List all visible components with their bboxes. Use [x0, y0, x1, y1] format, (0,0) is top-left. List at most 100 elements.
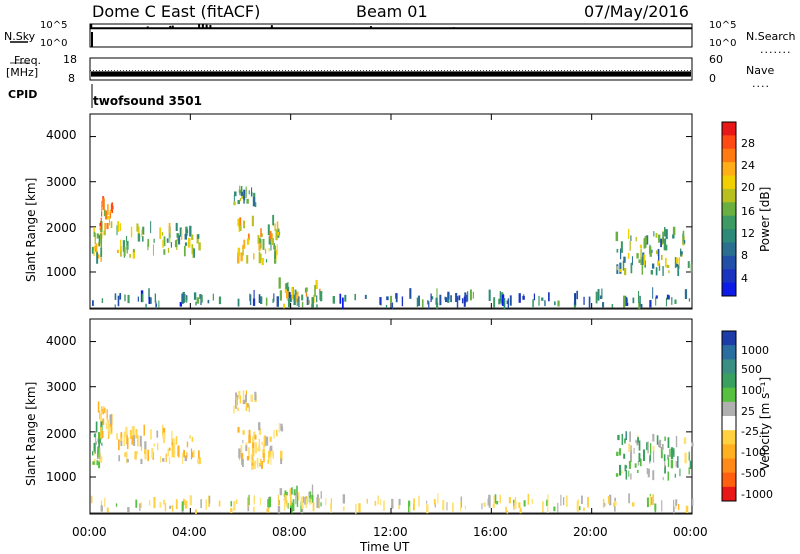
velocity-echo: [131, 435, 134, 445]
velocity-echo: [311, 484, 314, 497]
power-echo: [249, 294, 252, 306]
power-echo: [548, 292, 550, 302]
power-echo: [675, 263, 679, 267]
power-echo: [544, 300, 546, 307]
velocity-echo: [617, 434, 620, 441]
velocity-echo: [652, 470, 655, 481]
power-echo: [93, 246, 95, 257]
power-echo: [664, 227, 666, 237]
velocity-echo: [264, 435, 266, 447]
power-echo: [493, 297, 496, 308]
velocity-echo: [305, 499, 307, 507]
nsearch-tick-high: 10^5: [709, 20, 737, 31]
power-echo: [132, 248, 135, 253]
power-echo: [183, 245, 186, 257]
power-echo: [401, 296, 404, 307]
velocity-echo: [246, 456, 250, 461]
velocity-cbar-tick-neg25: -25: [741, 425, 759, 438]
power-cbar-tick-4: 4: [741, 272, 748, 285]
power-panel: [89, 113, 693, 310]
velocity-echo: [562, 497, 565, 506]
velocity-echo: [167, 448, 169, 457]
power-echo: [127, 294, 130, 304]
velocity-echo: [136, 451, 138, 455]
velocity-echo: [635, 439, 637, 444]
power-ytick-1000: 1000: [46, 265, 77, 279]
power-echo: [623, 256, 626, 263]
velocity-echo: [107, 419, 110, 432]
velocity-echo: [320, 491, 322, 499]
power-echo: [500, 298, 503, 304]
velocity-echo: [628, 470, 630, 477]
velocity-echo: [251, 465, 254, 469]
power-cbar-swatch: [722, 188, 736, 203]
velocity-echo: [237, 426, 240, 433]
power-echo: [253, 253, 255, 260]
power-echo: [96, 233, 99, 239]
velocity-echo: [673, 499, 675, 511]
power-echo: [274, 245, 276, 258]
velocity-echo: [97, 401, 100, 413]
power-echo: [175, 222, 178, 232]
power-echo: [636, 253, 639, 259]
velocity-echo: [514, 499, 516, 509]
velocity-echo: [290, 500, 292, 513]
velocity-echo: [621, 470, 623, 474]
velocity-echo: [674, 473, 676, 478]
velocity-echo: [190, 448, 193, 460]
velocity-echo: [144, 441, 147, 452]
velocity-echo: [247, 503, 250, 512]
power-echo: [417, 295, 420, 306]
velocity-echo: [95, 441, 98, 445]
power-echo: [436, 288, 438, 299]
velocity-echo: [103, 406, 105, 413]
freq-tick-low: 8: [68, 72, 75, 85]
velocity-echo: [557, 502, 559, 513]
velocity-echo: [106, 417, 108, 422]
power-echo: [168, 222, 171, 234]
velocity-echo: [255, 442, 258, 454]
velocity-echo: [194, 509, 197, 514]
power-echo: [98, 234, 101, 246]
velocity-echo: [135, 499, 138, 508]
power-echo: [246, 238, 250, 245]
power-echo: [665, 297, 668, 307]
velocity-echo: [283, 502, 286, 511]
power-cbar-swatch: [722, 215, 736, 230]
velocity-echo: [662, 477, 664, 481]
power-echo: [576, 290, 578, 300]
power-echo: [262, 238, 265, 250]
velocity-echo: [156, 430, 159, 438]
velocity-echo: [492, 503, 496, 508]
power-echo: [137, 226, 140, 234]
power-echo: [341, 297, 344, 309]
velocity-echo: [679, 468, 681, 477]
velocity-echo: [541, 501, 544, 513]
power-echo: [541, 297, 544, 301]
velocity-echo: [184, 455, 188, 462]
velocity-echo: [186, 441, 189, 448]
velocity-echo: [192, 454, 195, 458]
power-echo: [291, 288, 294, 300]
power-echo: [643, 238, 646, 249]
power-echo: [147, 243, 149, 251]
velocity-echo: [291, 502, 293, 514]
power-echo: [199, 294, 201, 299]
power-echo: [661, 237, 663, 245]
station-title: Dome C East (fitACF): [92, 2, 261, 21]
power-echo: [629, 240, 631, 251]
power-echo: [153, 238, 155, 243]
velocity-echo: [625, 469, 628, 480]
velocity-echo: [275, 429, 278, 437]
nsky-frame: [89, 23, 693, 48]
velocity-echo: [652, 433, 655, 442]
power-echo: [503, 297, 506, 309]
velocity-echo: [624, 438, 626, 444]
velocity-echo: [99, 410, 101, 420]
power-echo: [639, 244, 642, 249]
power-echo: [104, 222, 107, 232]
power-echo: [100, 200, 103, 213]
power-echo: [665, 229, 668, 240]
power-echo: [622, 260, 625, 271]
power-echo: [116, 225, 118, 236]
